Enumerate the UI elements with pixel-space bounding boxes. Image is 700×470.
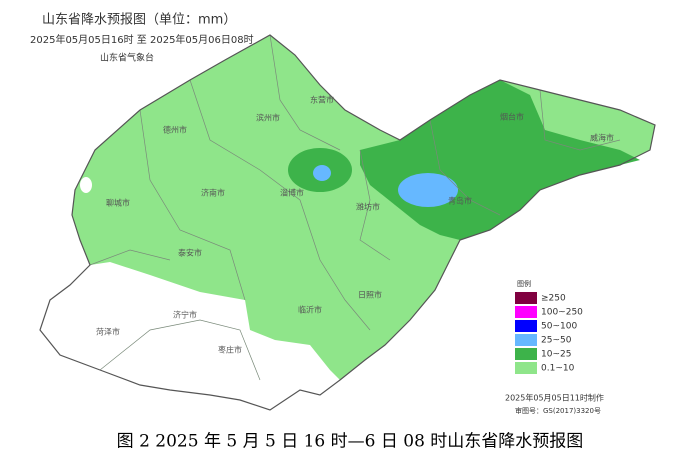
legend-swatch	[515, 306, 537, 318]
legend-swatch	[515, 334, 537, 346]
map-issuer: 山东省气象台	[100, 52, 154, 64]
city-label: 威海市	[590, 133, 614, 143]
rain-none	[80, 177, 92, 193]
border	[89, 249, 171, 266]
legend-swatch	[515, 320, 537, 332]
legend-swatch	[515, 292, 537, 304]
district-borders	[89, 34, 621, 381]
legend: 图例 ≥250 100~250 50~100 25~50 10~25 0.1~10	[515, 279, 583, 374]
rain-heavy	[398, 173, 458, 207]
legend-title: 图例	[517, 279, 531, 288]
legend-label: 25~50	[541, 336, 572, 346]
city-label: 烟台市	[500, 112, 524, 122]
legend-swatch	[515, 362, 537, 374]
border	[429, 119, 501, 216]
city-label: 聊城市	[106, 198, 130, 208]
city-label: 东营市	[310, 95, 334, 105]
border	[539, 89, 621, 151]
map-title: 山东省降水预报图（单位：mm）	[42, 13, 236, 28]
legend-label: 100~250	[541, 308, 583, 318]
city-label: 潍坊市	[356, 202, 380, 212]
approval-no: 审图号：GS(2017)3320号	[515, 406, 601, 415]
border	[189, 79, 371, 331]
city-label: 临沂市	[298, 305, 322, 315]
legend-label: 10~25	[541, 350, 571, 360]
city-label: 淄博市	[280, 188, 304, 198]
city-label: 青岛市	[448, 196, 472, 206]
figure-caption: 图 2 2025 年 5 月 5 日 16 时—6 日 08 时山东省降水预报图	[117, 432, 584, 452]
city-label: 济南市	[201, 188, 225, 198]
border	[359, 149, 391, 261]
border	[99, 319, 261, 381]
city-label: 德州市	[163, 125, 187, 135]
legend-swatch	[515, 348, 537, 360]
city-label: 滨州市	[256, 113, 280, 123]
rain-none	[40, 262, 340, 410]
city-label: 菏泽市	[96, 327, 120, 337]
province-outline	[39, 34, 656, 411]
city-label: 枣庄市	[218, 345, 242, 355]
precip-regions	[40, 35, 655, 410]
border	[139, 109, 246, 301]
legend-label: 50~100	[541, 322, 577, 332]
border	[269, 34, 341, 151]
legend-label: 0.1~10	[541, 364, 575, 374]
city-label: 泰安市	[178, 248, 202, 258]
city-label: 济宁市	[173, 310, 197, 320]
made-time: 2025年05月05日11时制作	[505, 393, 604, 403]
rain-heavy	[313, 165, 331, 181]
legend-label: ≥250	[541, 294, 566, 304]
map-period: 2025年05月05日16时 至 2025年05月06日08时	[30, 33, 254, 46]
city-label: 日照市	[358, 290, 382, 300]
